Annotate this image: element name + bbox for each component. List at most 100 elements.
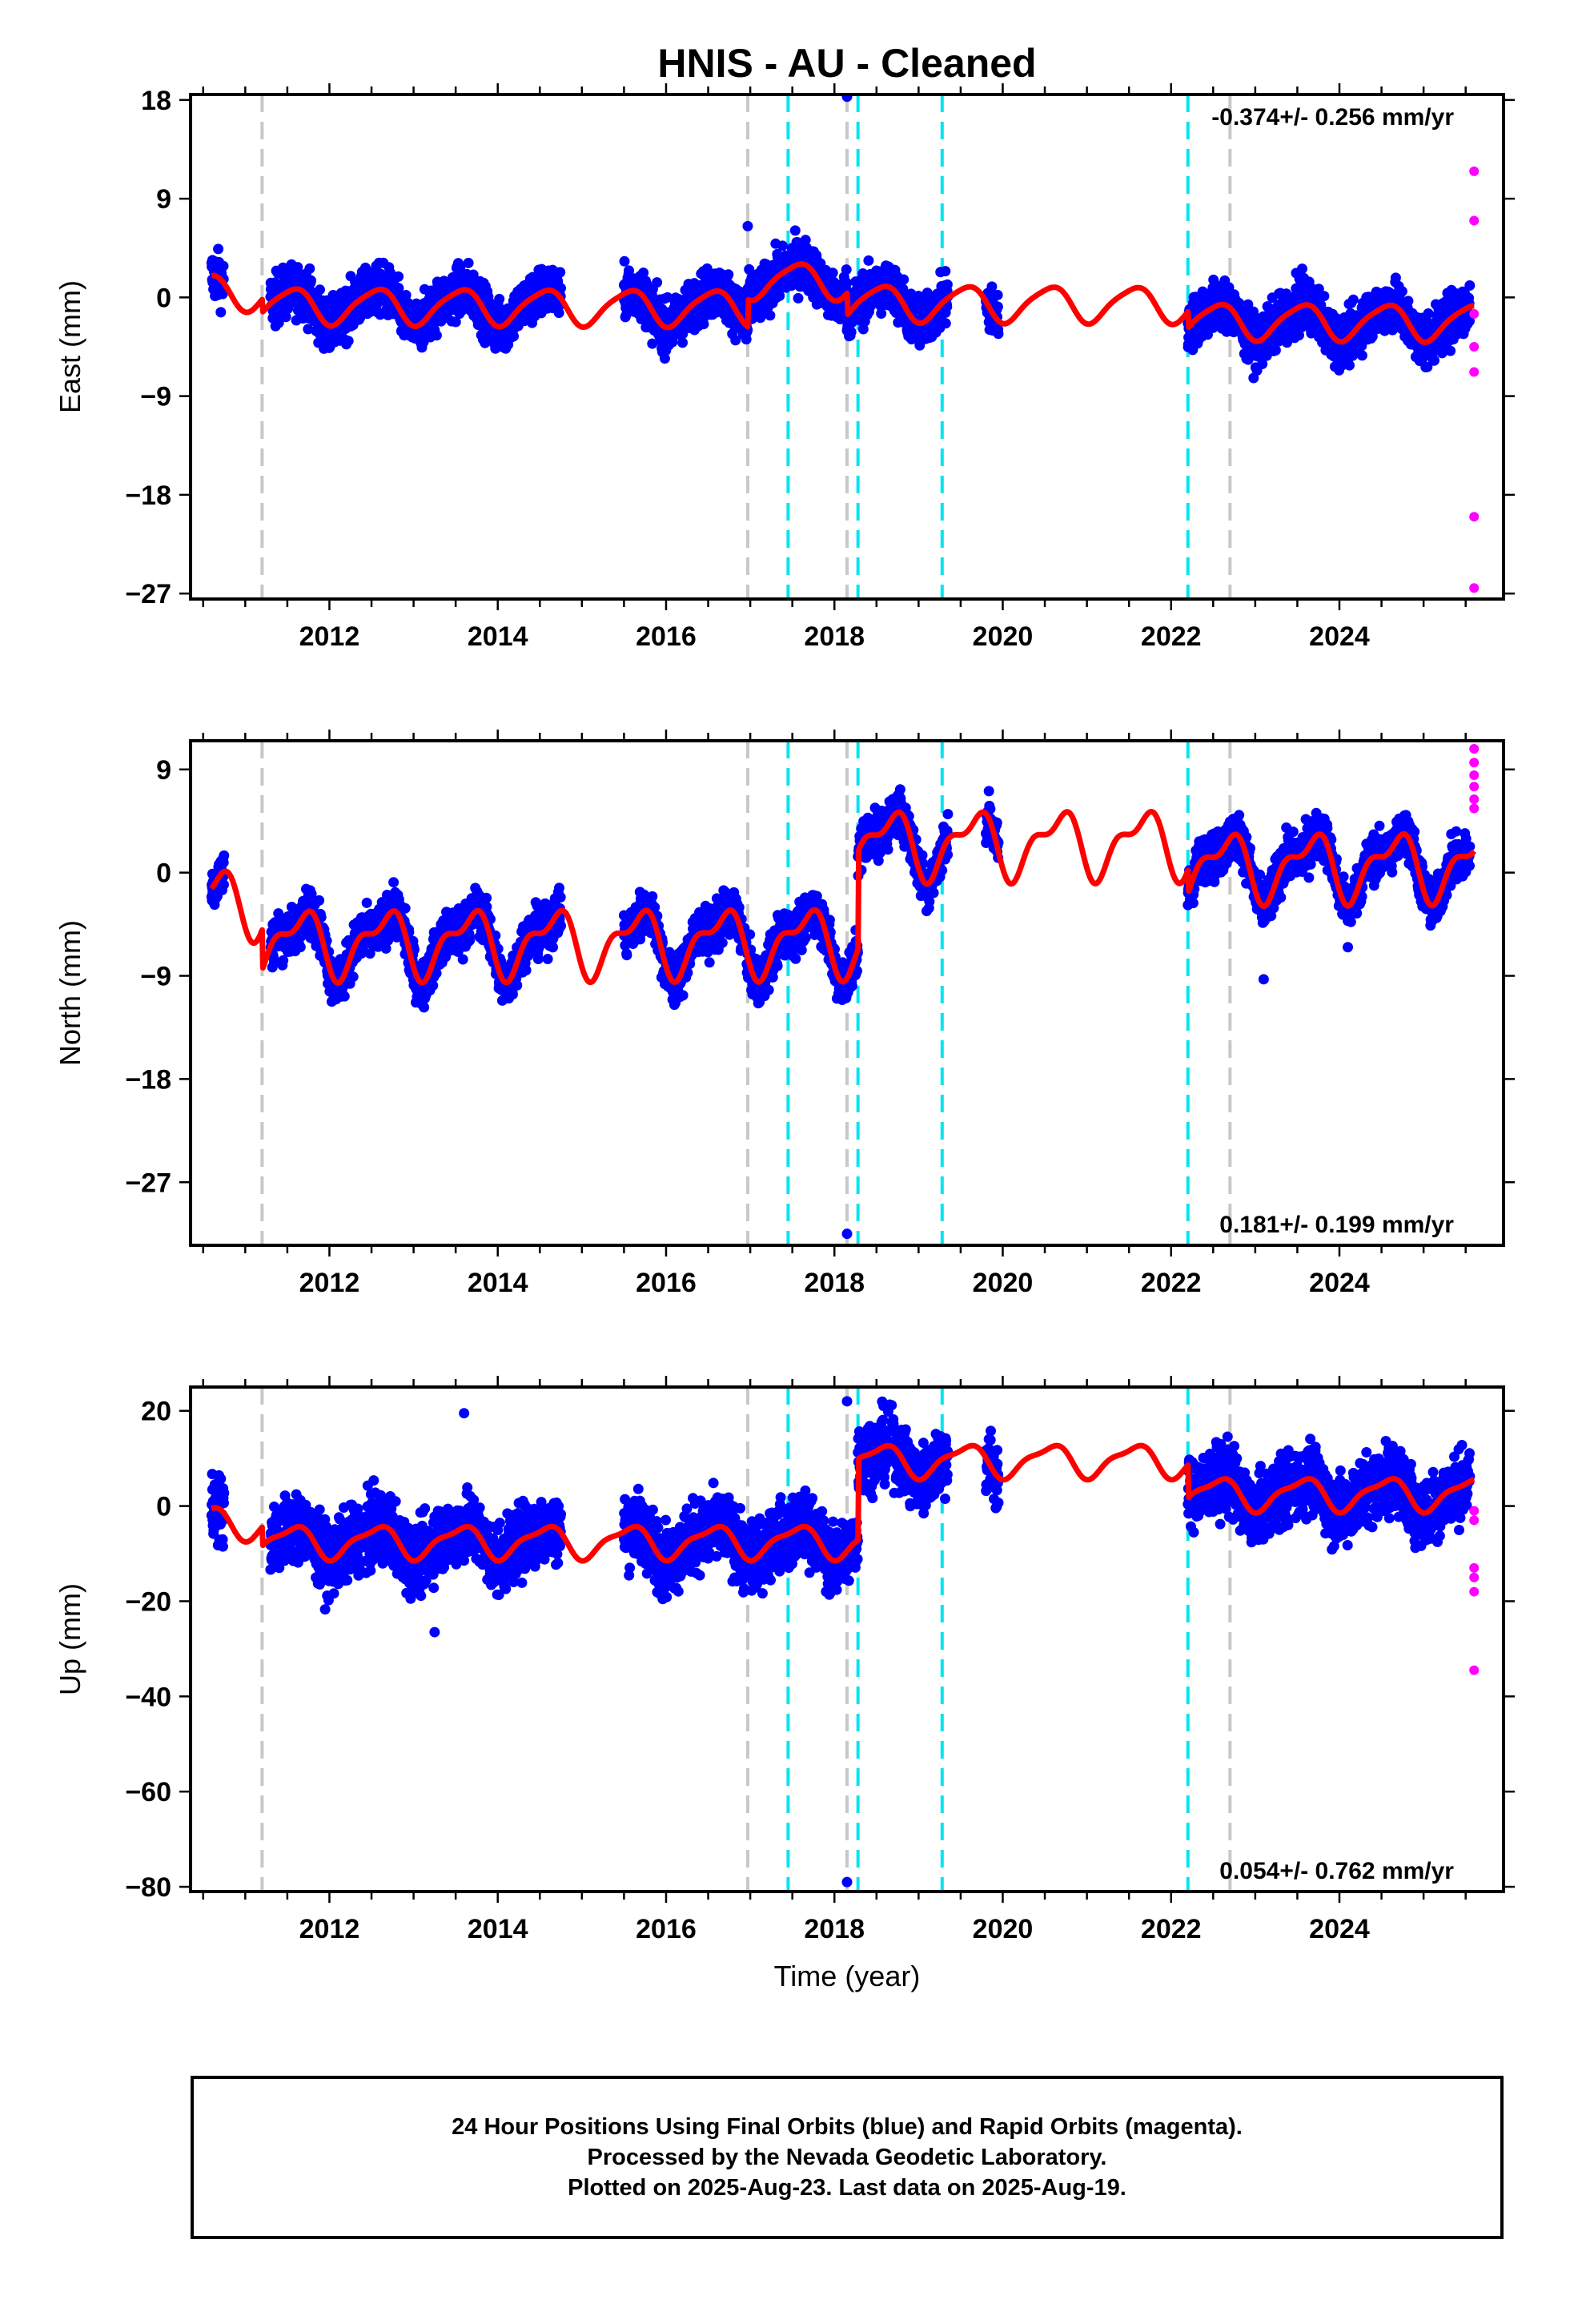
final-orbit-point bbox=[774, 290, 785, 301]
final-orbit-point bbox=[730, 335, 741, 346]
y-tick-label: −27 bbox=[125, 579, 171, 609]
final-orbit-point bbox=[343, 336, 354, 347]
final-orbit-point bbox=[508, 331, 519, 342]
x-tick-label: 2014 bbox=[468, 621, 528, 652]
final-orbit-point bbox=[652, 277, 663, 288]
y-tick-label: 9 bbox=[156, 184, 171, 215]
final-orbit-point bbox=[765, 310, 776, 321]
final-orbit-point bbox=[450, 316, 461, 328]
final-orbit-point bbox=[280, 312, 291, 323]
final-orbit-point bbox=[793, 292, 804, 304]
final-orbit-point bbox=[742, 220, 753, 231]
final-orbit-point bbox=[314, 895, 325, 906]
final-orbit-point bbox=[1270, 344, 1281, 356]
final-orbit-point bbox=[857, 324, 869, 335]
final-orbit-point bbox=[218, 260, 229, 271]
final-orbit-point bbox=[393, 283, 404, 294]
final-orbit-point bbox=[800, 235, 811, 246]
rapid-orbit-point bbox=[1469, 308, 1480, 319]
final-orbit-point bbox=[992, 301, 1003, 312]
final-orbit-point bbox=[304, 263, 315, 274]
final-orbit-point bbox=[723, 269, 734, 280]
final-orbit-point bbox=[1344, 360, 1355, 371]
final-orbit-point bbox=[303, 324, 314, 335]
x-tick-label: 2018 bbox=[804, 621, 865, 652]
final-orbit-point bbox=[400, 903, 411, 914]
final-orbit-point bbox=[295, 942, 306, 953]
final-orbit-point bbox=[734, 286, 745, 297]
final-orbit-point bbox=[659, 353, 670, 364]
y-axis-label: East (mm) bbox=[54, 280, 86, 413]
final-orbit-point bbox=[339, 991, 350, 1002]
final-orbit-point bbox=[777, 240, 788, 251]
final-orbit-point bbox=[431, 330, 442, 341]
final-orbit-point bbox=[789, 225, 801, 236]
final-orbit-point bbox=[1396, 286, 1407, 297]
final-orbit-point bbox=[553, 308, 564, 319]
final-orbit-point bbox=[393, 271, 404, 282]
final-orbit-point bbox=[898, 274, 909, 285]
final-orbit-point bbox=[940, 318, 951, 329]
final-orbit-point bbox=[841, 278, 853, 288]
x-tick-label: 2016 bbox=[636, 621, 697, 652]
final-orbit-point bbox=[638, 267, 649, 279]
final-orbit-point bbox=[361, 897, 372, 908]
final-orbit-point bbox=[347, 971, 359, 983]
final-orbit-point bbox=[1403, 296, 1414, 307]
final-orbit-point bbox=[215, 307, 227, 318]
final-orbit-point bbox=[667, 336, 678, 348]
final-orbit-point bbox=[1423, 308, 1434, 319]
y-tick-label: 18 bbox=[141, 86, 171, 116]
velocity-rate-label: -0.374+/- 0.256 mm/yr bbox=[1211, 104, 1454, 131]
final-orbit-point bbox=[219, 879, 229, 891]
x-tick-label: 2022 bbox=[1141, 621, 1202, 652]
final-orbit-point bbox=[744, 263, 755, 275]
final-orbit-point bbox=[1356, 350, 1367, 361]
rapid-orbit-point bbox=[1469, 367, 1480, 377]
final-orbit-point bbox=[1347, 294, 1359, 305]
final-orbit-point bbox=[992, 289, 1003, 300]
x-tick-label: 2024 bbox=[1309, 621, 1370, 652]
plot-area bbox=[206, 94, 1480, 599]
rapid-orbit-point bbox=[1469, 342, 1480, 352]
final-orbit-point bbox=[624, 265, 634, 276]
y-tick-label: −18 bbox=[125, 480, 171, 511]
final-orbit-point bbox=[1297, 263, 1307, 275]
final-orbit-point bbox=[863, 255, 874, 266]
final-orbit-point bbox=[292, 262, 303, 273]
final-orbit-point bbox=[219, 850, 230, 861]
y-tick-label: −9 bbox=[140, 382, 171, 412]
final-orbit-point bbox=[419, 1002, 430, 1013]
rapid-orbit-point bbox=[1469, 215, 1480, 226]
y-tick-label: 0 bbox=[156, 283, 171, 313]
plot-area bbox=[206, 741, 1480, 1245]
final-orbit-point bbox=[741, 334, 752, 345]
final-orbit-point bbox=[662, 292, 673, 303]
final-orbit-point bbox=[463, 257, 474, 268]
final-orbit-point bbox=[1445, 345, 1456, 356]
final-orbit-points bbox=[206, 225, 1476, 384]
final-orbit-point bbox=[315, 284, 325, 296]
final-orbit-point bbox=[677, 337, 688, 348]
final-orbit-point bbox=[940, 266, 951, 277]
panel-2: 2012 2014 2016 2018 2020 2022 202490−9−18−27No… bbox=[54, 730, 1515, 1298]
final-orbit-point bbox=[1464, 280, 1476, 291]
final-orbit-point bbox=[619, 255, 630, 267]
final-orbit-point bbox=[213, 243, 224, 255]
final-orbit-point bbox=[841, 264, 852, 275]
final-orbit-point bbox=[827, 267, 838, 279]
final-orbit-point bbox=[1319, 291, 1330, 302]
final-orbit-point bbox=[993, 328, 1004, 340]
x-tick-label: 2012 bbox=[299, 621, 360, 652]
panel-1: 2012 2014 2016 2018 2020 2022 20241890−9−18−27… bbox=[54, 83, 1515, 652]
final-orbit-point bbox=[1429, 355, 1439, 366]
final-orbit-point bbox=[388, 877, 400, 888]
final-orbit-point bbox=[306, 275, 316, 286]
final-orbit-point bbox=[494, 293, 505, 304]
final-orbit-point bbox=[845, 327, 857, 338]
chart-title: HNIS - AU - Cleaned bbox=[657, 41, 1036, 86]
rapid-orbit-point bbox=[1469, 166, 1480, 176]
final-orbit-point bbox=[555, 267, 566, 278]
final-orbit-point bbox=[876, 308, 887, 319]
